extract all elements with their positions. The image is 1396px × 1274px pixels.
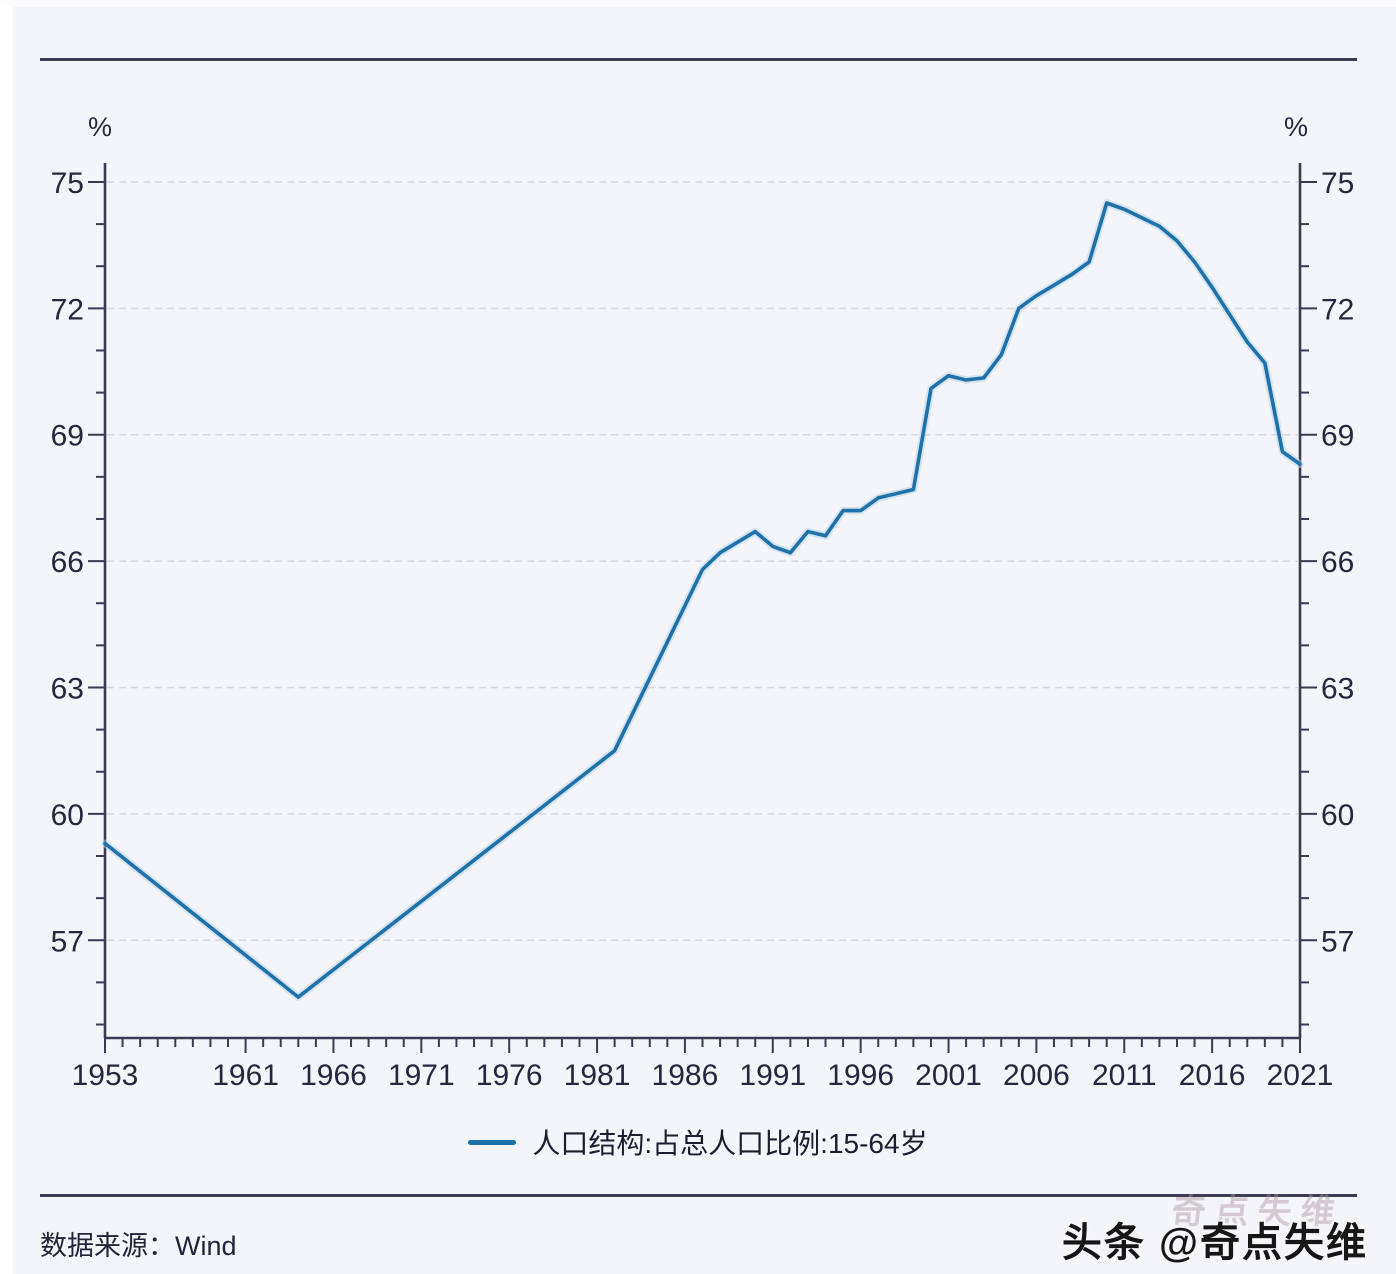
y-axis-label-left-60: 60 (51, 799, 84, 832)
y-axis-label-left-57: 57 (51, 925, 84, 958)
x-axis-label-2006: 2006 (1003, 1059, 1070, 1092)
x-axis-label-1981: 1981 (564, 1059, 631, 1092)
x-axis-label-1966: 1966 (300, 1059, 367, 1092)
y-axis-unit-right: % (1284, 112, 1309, 142)
x-axis-label-2016: 2016 (1179, 1059, 1246, 1092)
legend-line-swatch (468, 1139, 517, 1145)
page-left-margin (0, 0, 13, 1274)
series-line-halo (101, 199, 1304, 1001)
y-axis-label-left-63: 63 (51, 672, 84, 705)
watermark: 头条 @奇点失维 (1061, 1221, 1368, 1265)
top-divider (40, 58, 1357, 61)
x-axis-label-1991: 1991 (739, 1059, 806, 1092)
x-axis-label-2021: 2021 (1267, 1059, 1334, 1092)
x-axis-label-2011: 2011 (1092, 1059, 1157, 1092)
y-axis-unit-left: % (88, 112, 113, 142)
y-axis-label-left-72: 72 (51, 293, 84, 326)
y-axis-label-right-75: 75 (1321, 167, 1354, 200)
legend-label: 人口结构:占总人口比例:15-64岁 (532, 1128, 928, 1159)
y-axis-label-left-75: 75 (51, 167, 84, 200)
x-axis-label-2001: 2001 (915, 1059, 982, 1092)
x-axis-label-1961: 1961 (212, 1059, 279, 1092)
bottom-divider (40, 1194, 1357, 1197)
y-axis-label-right-69: 69 (1321, 420, 1354, 453)
x-axis-label-1996: 1996 (827, 1059, 894, 1092)
y-axis-label-right-72: 72 (1321, 293, 1354, 326)
series-line (103, 201, 1302, 999)
y-axis-label-right-63: 63 (1321, 672, 1354, 705)
y-axis-label-left-66: 66 (51, 546, 84, 579)
x-axis-label-1953: 1953 (72, 1059, 139, 1092)
x-axis-label-1976: 1976 (476, 1059, 543, 1092)
page-top-margin (0, 0, 1396, 7)
data-source-label: 数据来源：Wind (40, 1231, 237, 1261)
y-axis-label-right-60: 60 (1321, 799, 1354, 832)
x-axis-label-1986: 1986 (652, 1059, 719, 1092)
y-axis-label-right-57: 57 (1321, 925, 1354, 958)
legend: 人口结构:占总人口比例:15-64岁 (0, 1122, 1396, 1162)
y-axis-label-right-66: 66 (1321, 546, 1354, 579)
y-axis-label-left-69: 69 (51, 420, 84, 453)
x-axis-label-1971: 1971 (388, 1059, 455, 1092)
